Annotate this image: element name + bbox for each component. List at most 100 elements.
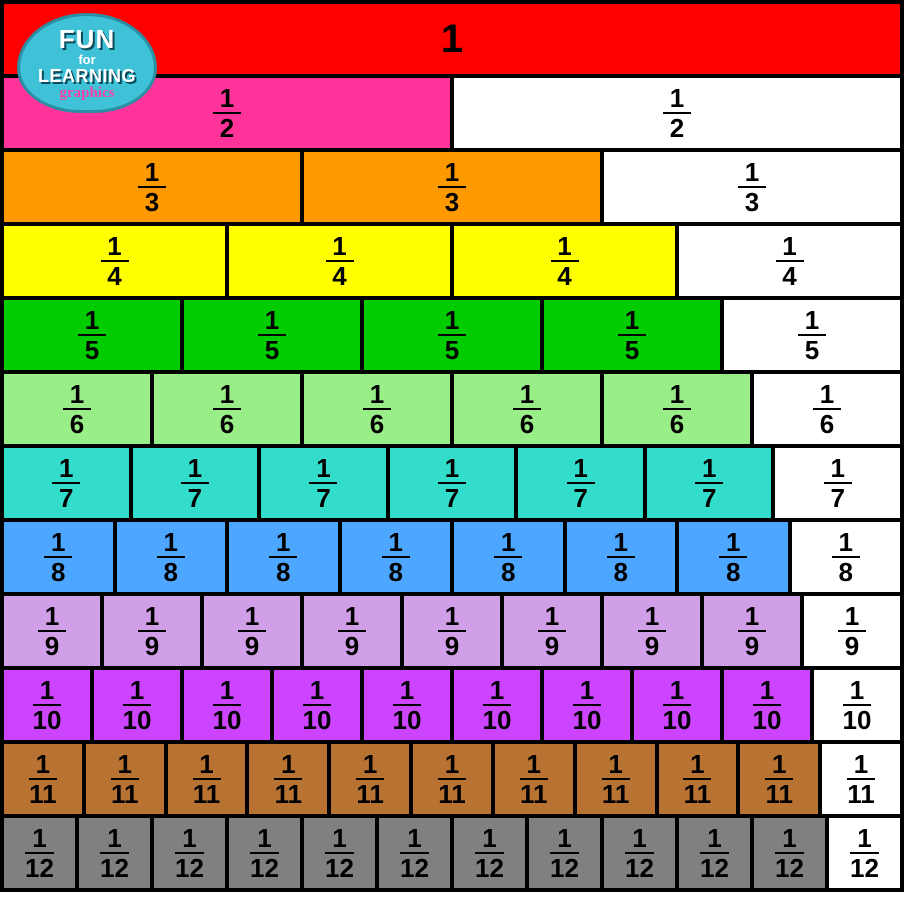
fraction-cell: 16 <box>152 372 302 446</box>
fraction-cell: 17 <box>773 446 902 520</box>
fraction-cell: 19 <box>102 594 202 668</box>
fraction-label: 16 <box>213 381 241 437</box>
fraction-cell: 18 <box>2 520 115 594</box>
fraction-label: 19 <box>138 603 166 659</box>
fraction-label: 1 <box>441 17 463 62</box>
fraction-label: 112 <box>400 825 429 881</box>
fraction-label: 111 <box>520 751 548 807</box>
fraction-cell: 14 <box>452 224 677 298</box>
fraction-cell: 112 <box>677 816 752 890</box>
fraction-cell: 15 <box>542 298 722 372</box>
fraction-cell: 17 <box>388 446 517 520</box>
fraction-label: 12 <box>213 85 241 141</box>
fraction-label: 110 <box>483 677 512 733</box>
fraction-cell: 112 <box>227 816 302 890</box>
fraction-cell: 110 <box>452 668 542 742</box>
fraction-cell: 17 <box>259 446 388 520</box>
fraction-cell: 15 <box>2 298 182 372</box>
fraction-cell: 17 <box>131 446 260 520</box>
fraction-cell: 112 <box>152 816 227 890</box>
fraction-label: 13 <box>138 159 166 215</box>
fraction-label: 13 <box>738 159 766 215</box>
fraction-row-5: 1515151515 <box>2 298 902 372</box>
fraction-cell: 111 <box>2 742 84 816</box>
fraction-cell: 12 <box>452 76 902 150</box>
fraction-label: 18 <box>269 529 297 585</box>
fraction-cell: 12 <box>2 76 452 150</box>
fraction-cell: 112 <box>827 816 902 890</box>
fraction-label: 18 <box>382 529 410 585</box>
fraction-label: 112 <box>325 825 354 881</box>
fraction-label: 16 <box>63 381 91 437</box>
fraction-row-7: 17171717171717 <box>2 446 902 520</box>
fraction-cell: 17 <box>2 446 131 520</box>
fraction-cell: 13 <box>302 150 602 224</box>
fraction-cell: 111 <box>84 742 166 816</box>
fraction-label: 16 <box>363 381 391 437</box>
fraction-cell: 110 <box>272 668 362 742</box>
fraction-cell: 18 <box>790 520 903 594</box>
fraction-label: 112 <box>100 825 129 881</box>
fraction-cell: 1 <box>2 2 902 76</box>
fraction-cell: 16 <box>2 372 152 446</box>
fraction-label: 112 <box>625 825 654 881</box>
fraction-cell: 19 <box>802 594 902 668</box>
fraction-row-6: 16 16 16 16 16 16 <box>2 372 902 446</box>
fraction-label: 112 <box>175 825 204 881</box>
fraction-label: 16 <box>663 381 691 437</box>
fraction-label: 19 <box>438 603 466 659</box>
fraction-label: 18 <box>607 529 635 585</box>
fraction-cell: 112 <box>602 816 677 890</box>
fraction-label: 18 <box>719 529 747 585</box>
fraction-row-12: 112112112112112112112112112112112112 <box>2 816 902 890</box>
fraction-label: 15 <box>798 307 826 363</box>
fraction-label: 17 <box>181 455 209 511</box>
fraction-cell: 19 <box>2 594 102 668</box>
fraction-cell: 19 <box>402 594 502 668</box>
fraction-cell: 110 <box>182 668 272 742</box>
fraction-label: 110 <box>663 677 692 733</box>
fraction-label: 16 <box>813 381 841 437</box>
fraction-cell: 19 <box>202 594 302 668</box>
fraction-cell: 13 <box>2 150 302 224</box>
fraction-label: 17 <box>309 455 337 511</box>
fraction-label: 14 <box>551 233 579 289</box>
fraction-cell: 112 <box>377 816 452 890</box>
fraction-cell: 15 <box>182 298 362 372</box>
fraction-label: 112 <box>775 825 804 881</box>
fraction-cell: 110 <box>812 668 902 742</box>
fraction-cell: 112 <box>452 816 527 890</box>
fraction-cell: 111 <box>820 742 902 816</box>
fraction-label: 16 <box>513 381 541 437</box>
fraction-cell: 13 <box>602 150 902 224</box>
fraction-cell: 19 <box>702 594 802 668</box>
fraction-label: 111 <box>847 751 875 807</box>
fraction-cell: 18 <box>115 520 228 594</box>
fraction-label: 112 <box>25 825 54 881</box>
fraction-label: 19 <box>838 603 866 659</box>
fraction-label: 110 <box>303 677 332 733</box>
fraction-label: 110 <box>33 677 62 733</box>
fraction-row-8: 1818181818181818 <box>2 520 902 594</box>
fraction-row-1: 1 <box>2 2 902 76</box>
fraction-cell: 112 <box>527 816 602 890</box>
fraction-cell: 110 <box>362 668 452 742</box>
fraction-label: 14 <box>776 233 804 289</box>
fraction-label: 13 <box>438 159 466 215</box>
fraction-cell: 111 <box>493 742 575 816</box>
fraction-label: 110 <box>753 677 782 733</box>
fraction-label: 111 <box>683 751 711 807</box>
fraction-cell: 112 <box>2 816 77 890</box>
fraction-cell: 18 <box>452 520 565 594</box>
fraction-label: 112 <box>700 825 729 881</box>
fraction-row-2: 12 12 <box>2 76 902 150</box>
fraction-cell: 110 <box>2 668 92 742</box>
fraction-label: 17 <box>567 455 595 511</box>
fraction-cell: 112 <box>77 816 152 890</box>
fraction-cell: 110 <box>632 668 722 742</box>
fraction-cell: 14 <box>227 224 452 298</box>
fraction-cell: 111 <box>411 742 493 816</box>
fraction-cell: 18 <box>565 520 678 594</box>
fraction-label: 110 <box>573 677 602 733</box>
fraction-cell: 111 <box>738 742 820 816</box>
